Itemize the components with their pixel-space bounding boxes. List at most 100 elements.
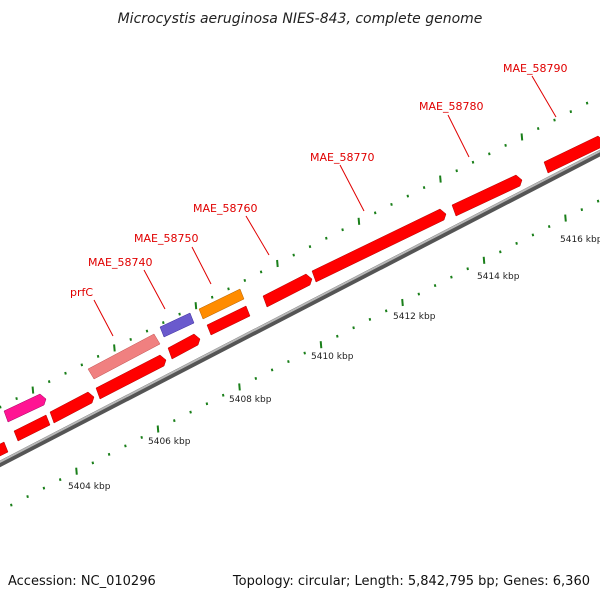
minor-tick xyxy=(325,236,328,240)
scale-label: 5410 kbp xyxy=(311,352,354,362)
minor-tick xyxy=(162,321,165,325)
major-tick xyxy=(113,344,116,352)
minor-tick xyxy=(227,287,230,291)
minor-tick xyxy=(499,250,502,254)
minor-tick xyxy=(471,160,475,164)
minor-tick xyxy=(91,461,95,465)
gene-label[interactable]: MAE_58770 xyxy=(310,151,374,164)
minor-tick xyxy=(466,267,469,271)
minor-tick xyxy=(221,393,225,397)
minor-tick xyxy=(292,253,295,257)
minor-tick xyxy=(80,363,84,367)
minor-tick xyxy=(417,292,421,296)
scale-labels: 5404 kbp 5406 kbp 5408 kbp 5410 kbp 5412… xyxy=(68,235,600,492)
gene-tick-track xyxy=(0,101,589,409)
minor-tick xyxy=(205,402,209,406)
minor-tick xyxy=(173,419,176,423)
major-tick xyxy=(194,302,198,310)
gene-label[interactable]: prfC xyxy=(70,286,93,299)
minor-tick xyxy=(259,270,263,274)
minor-tick xyxy=(580,208,584,212)
gene-arrow[interactable] xyxy=(206,305,251,336)
gene-label[interactable]: MAE_58760 xyxy=(193,202,257,215)
minor-tick xyxy=(596,199,600,203)
minor-tick xyxy=(455,169,458,173)
minor-tick xyxy=(368,317,372,321)
major-tick xyxy=(520,133,524,141)
minor-tick xyxy=(140,435,143,439)
major-tick xyxy=(482,256,486,264)
gene-arrow[interactable] xyxy=(95,354,167,400)
minor-tick xyxy=(0,405,2,409)
minor-tick xyxy=(536,127,540,131)
gene-arrow[interactable] xyxy=(167,333,201,360)
genome-summary-text: Topology: circular; Length: 5,842,795 bp… xyxy=(232,574,590,589)
genome-backbone xyxy=(0,149,600,468)
minor-tick xyxy=(585,101,589,105)
gene-arrows-row-upper xyxy=(3,288,245,423)
gene-label-leaders xyxy=(93,75,557,337)
minor-tick xyxy=(488,152,491,156)
gene-arrow-orange[interactable] xyxy=(198,288,245,320)
scale-tick-track xyxy=(10,199,600,507)
gene-label[interactable]: MAE_58750 xyxy=(134,232,198,245)
gene-arrow[interactable] xyxy=(543,135,600,174)
minor-tick xyxy=(15,397,18,401)
minor-tick xyxy=(42,486,46,490)
minor-tick xyxy=(303,351,306,355)
minor-tick xyxy=(254,376,258,380)
minor-tick xyxy=(124,444,127,448)
minor-tick xyxy=(384,309,388,313)
minor-tick xyxy=(107,452,111,456)
gene-label[interactable]: MAE_58740 xyxy=(88,256,152,269)
gene-label[interactable]: MAE_58780 xyxy=(419,100,483,113)
accession-text: Accession: NC_010296 xyxy=(8,574,156,589)
map-title: Microcystis aeruginosa NIES-843, complet… xyxy=(118,11,483,27)
minor-tick xyxy=(450,275,453,279)
minor-tick xyxy=(96,354,100,358)
gene-arrow[interactable] xyxy=(311,208,447,283)
minor-tick xyxy=(58,478,62,482)
scale-label: 5408 kbp xyxy=(229,395,272,405)
major-tick xyxy=(319,341,323,349)
minor-tick xyxy=(515,241,518,245)
minor-tick xyxy=(47,380,51,384)
minor-tick xyxy=(336,334,339,338)
minor-tick xyxy=(341,228,344,232)
major-tick xyxy=(276,259,279,268)
gene-arrow-prfC[interactable] xyxy=(87,333,161,380)
major-tick xyxy=(238,383,241,391)
gene-arrow[interactable] xyxy=(13,414,51,442)
minor-tick xyxy=(433,284,437,288)
major-tick xyxy=(156,425,160,433)
minor-tick xyxy=(422,186,426,190)
minor-tick xyxy=(64,371,67,375)
gene-arrow[interactable] xyxy=(0,441,9,459)
major-tick xyxy=(401,298,404,307)
gene-arrow-pink[interactable] xyxy=(3,393,47,423)
scale-label: 5406 kbp xyxy=(148,437,191,447)
major-tick xyxy=(75,467,78,475)
minor-tick xyxy=(504,143,507,147)
major-tick xyxy=(31,386,35,394)
minor-tick xyxy=(243,278,247,282)
minor-tick xyxy=(26,495,29,499)
scale-label: 5404 kbp xyxy=(68,482,111,492)
gene-arrows-row-lower xyxy=(0,135,600,459)
gene-arrow[interactable] xyxy=(262,273,313,308)
minor-tick xyxy=(308,245,312,249)
minor-tick xyxy=(373,211,377,215)
minor-tick xyxy=(569,110,573,114)
major-tick xyxy=(439,175,442,183)
scale-label: 5412 kbp xyxy=(393,312,436,322)
gene-label[interactable]: MAE_58790 xyxy=(503,62,567,75)
gene-arrow[interactable] xyxy=(451,174,523,217)
gene-arrow[interactable] xyxy=(49,391,95,424)
minor-tick xyxy=(531,233,535,237)
minor-tick xyxy=(553,118,556,122)
major-tick xyxy=(564,214,567,222)
minor-tick xyxy=(390,202,393,206)
major-tick xyxy=(357,217,361,225)
gene-arrow-purple[interactable] xyxy=(159,312,195,338)
minor-tick xyxy=(406,194,410,198)
